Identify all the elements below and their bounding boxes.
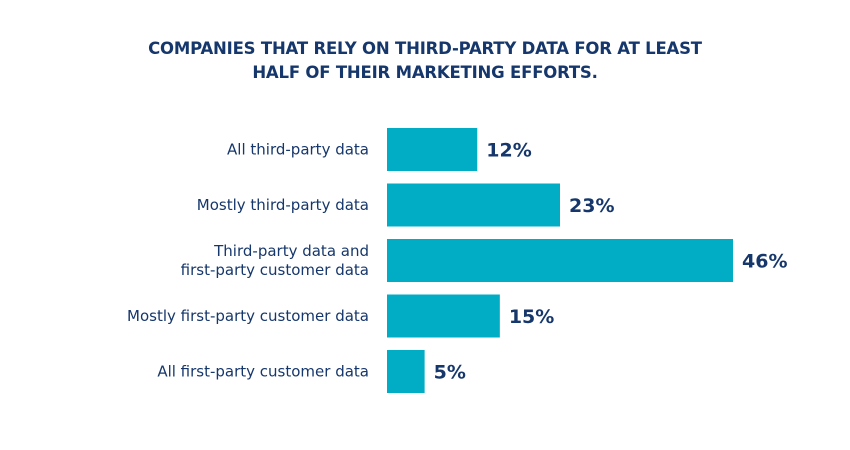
bar-5 bbox=[387, 350, 425, 393]
bar-1 bbox=[387, 128, 478, 171]
bar-2 bbox=[387, 183, 560, 227]
chart-title: COMPANIES THAT RELY ON THIRD-PARTY DATA … bbox=[0, 37, 850, 85]
bar-3 bbox=[387, 239, 733, 282]
bar-4 bbox=[387, 294, 500, 338]
category-label-2: Mostly third-party data bbox=[197, 196, 369, 214]
value-label-3: 46% bbox=[742, 251, 787, 273]
value-label-1: 12% bbox=[486, 140, 531, 162]
value-label-5: 5% bbox=[434, 362, 466, 384]
value-label-2: 23% bbox=[569, 195, 614, 217]
category-label-4: Mostly first-party customer data bbox=[127, 307, 369, 325]
category-label-3-line-1: Third-party data and bbox=[213, 242, 369, 260]
chart-title-line-1: COMPANIES THAT RELY ON THIRD-PARTY DATA … bbox=[148, 39, 702, 58]
category-label-5: All first-party customer data bbox=[157, 363, 369, 381]
chart-title-line-2: HALF OF THEIR MARKETING EFFORTS. bbox=[252, 63, 598, 82]
category-label-1: All third-party data bbox=[227, 141, 369, 159]
category-label-3-line-2: first-party customer data bbox=[181, 261, 369, 279]
value-label-4: 15% bbox=[509, 306, 554, 328]
